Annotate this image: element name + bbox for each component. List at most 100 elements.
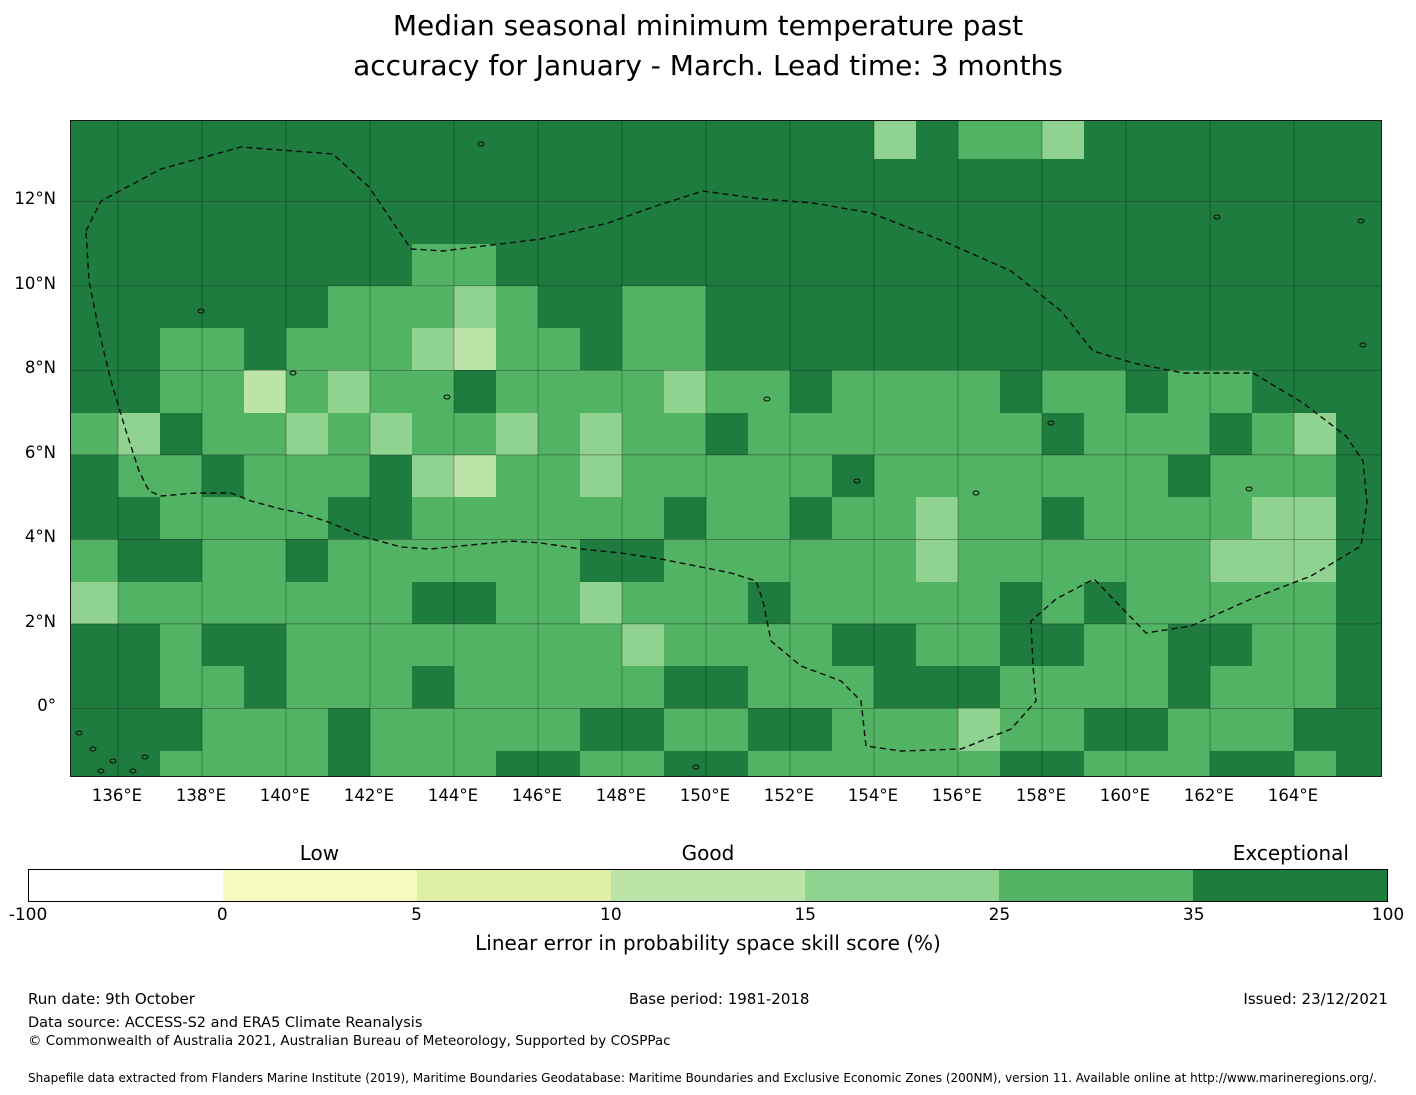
grid-cell	[328, 666, 371, 709]
grid-cell	[244, 708, 287, 752]
grid-cell	[244, 201, 287, 245]
grid-cell	[1252, 243, 1295, 287]
x-tick-label: 144°E	[427, 786, 479, 805]
grid-cell	[1084, 581, 1127, 625]
grid-cell	[244, 412, 287, 456]
grid-cell	[958, 750, 1001, 776]
grid-cell	[118, 708, 161, 752]
grid-cell	[454, 623, 497, 667]
grid-cell	[71, 328, 119, 371]
grid-cell	[1294, 666, 1337, 709]
grid-cell	[1126, 243, 1169, 287]
grid-cell	[286, 666, 329, 709]
grid-cell	[874, 623, 917, 667]
grid-cell	[748, 623, 791, 667]
grid-cell	[1042, 159, 1085, 202]
grid-cell	[244, 581, 287, 625]
grid-cell	[958, 666, 1001, 709]
grid-cell	[286, 623, 329, 667]
grid-cell	[538, 497, 581, 540]
x-tick-label: 150°E	[679, 786, 731, 805]
grid-cell	[370, 412, 413, 456]
grid-cell	[832, 708, 875, 752]
grid-cell	[706, 623, 749, 667]
colorbar-tick-label: 10	[600, 905, 622, 925]
grid-cell	[286, 412, 329, 456]
grid-cell	[328, 159, 371, 202]
grid-cell	[1294, 328, 1337, 371]
grid-cell	[118, 285, 161, 329]
grid-cell	[286, 539, 329, 583]
grid-cell	[664, 159, 707, 202]
data-source: Data source: ACCESS-S2 and ERA5 Climate …	[28, 1015, 423, 1031]
grid-cell	[1294, 623, 1337, 667]
grid-cell	[244, 497, 287, 540]
grid-cell	[1126, 581, 1169, 625]
grid-cell	[916, 623, 959, 667]
grid-cell	[118, 159, 161, 202]
colorbar-segment-6	[1193, 870, 1387, 901]
y-tick-label: 10°N	[14, 273, 56, 293]
grid-cell	[1084, 539, 1127, 583]
grid-cell	[1000, 121, 1043, 160]
grid-cell	[580, 454, 623, 498]
grid-cell	[622, 243, 665, 287]
grid-cell	[496, 159, 539, 202]
grid-cell	[71, 243, 119, 287]
grid-cell	[118, 750, 161, 776]
grid-cell	[496, 412, 539, 456]
grid-cell	[748, 201, 791, 245]
grid-cell	[1126, 666, 1169, 709]
grid-cell	[664, 539, 707, 583]
grid-cell	[202, 159, 245, 202]
grid-cell	[286, 454, 329, 498]
grid-cell	[328, 708, 371, 752]
grid-cell	[1126, 285, 1169, 329]
grid-cell	[664, 285, 707, 329]
grid-cell	[286, 581, 329, 625]
grid-cell	[160, 201, 203, 245]
grid-cell	[916, 581, 959, 625]
grid-cell	[118, 121, 161, 160]
grid-cell	[1084, 285, 1127, 329]
grid-cell	[160, 285, 203, 329]
grid-cell	[1042, 328, 1085, 371]
grid-cell	[874, 412, 917, 456]
grid-cell	[538, 539, 581, 583]
grid-cell	[580, 497, 623, 540]
grid-cell	[538, 285, 581, 329]
grid-cell	[71, 750, 119, 776]
grid-cell	[1336, 370, 1381, 414]
run-date: Run date: 9th October	[28, 990, 195, 1008]
grid-cell	[748, 370, 791, 414]
x-tick-label: 148°E	[595, 786, 647, 805]
grid-cell	[538, 412, 581, 456]
grid-cell	[370, 328, 413, 371]
grid-cell	[580, 121, 623, 160]
grid-cell	[160, 370, 203, 414]
grid-cell	[958, 708, 1001, 752]
grid-cell	[1210, 370, 1253, 414]
grid-cell	[202, 539, 245, 583]
grid-cell	[664, 243, 707, 287]
grid-cell	[1000, 666, 1043, 709]
grid-cell	[412, 666, 455, 709]
grid-cell	[622, 412, 665, 456]
colorbar-segment-1	[223, 870, 417, 901]
grid-cell	[538, 708, 581, 752]
grid-cell	[328, 454, 371, 498]
grid-cell	[1210, 159, 1253, 202]
grid-cell	[1336, 666, 1381, 709]
grid-cell	[790, 497, 833, 540]
grid-cell	[538, 666, 581, 709]
grid-cell	[1210, 454, 1253, 498]
grid-cell	[958, 581, 1001, 625]
grid-cell	[706, 708, 749, 752]
grid-cell	[496, 121, 539, 160]
grid-cell	[706, 750, 749, 776]
grid-cell	[916, 666, 959, 709]
grid-cell	[328, 285, 371, 329]
grid-cell	[1084, 370, 1127, 414]
grid-cell	[71, 201, 119, 245]
grid-cell	[1126, 454, 1169, 498]
